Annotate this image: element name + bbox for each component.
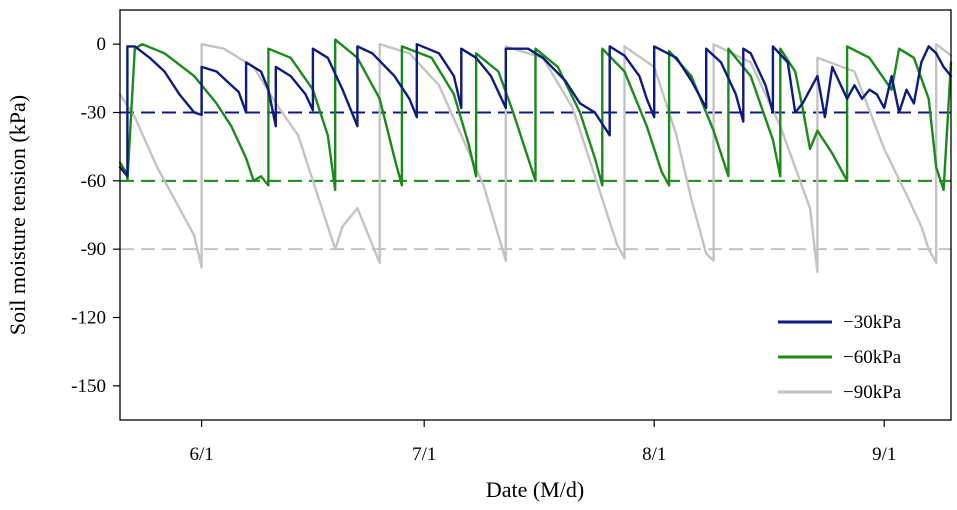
legend: −30kPa −60kPa −90kPa [778,312,902,403]
legend-label-60: −60kPa [843,347,902,368]
series-line-1 [118,38,953,192]
y-tick-label-1: -30 [81,103,106,124]
legend-label-30: −30kPa [843,312,902,333]
x-tick-label-3: 9/1 [872,444,896,465]
x-tick-label-2: 8/1 [642,444,666,465]
x-axis-title: Date (M/d) [486,477,584,502]
x-tick-label-0: 6/1 [189,444,213,465]
y-tick-label-5: -150 [71,376,106,397]
y-axis-title: Soil moisture tension (kPa) [5,95,30,335]
y-tick-label-4: -120 [71,308,106,329]
plot-frame [119,9,952,421]
y-tick-label-0: 0 [97,34,107,55]
series-lines [118,38,953,274]
threshold-lines [120,111,951,251]
y-tick-label-2: -60 [81,171,106,192]
series-line-2 [118,43,953,274]
x-tick-label-1: 7/1 [412,444,436,465]
y-axis: 0 -30 -60 -90 -120 -150 [71,34,120,397]
y-tick-label-3: -90 [81,239,106,260]
x-axis: 6/1 7/1 8/1 9/1 [189,420,896,465]
series-line-0 [118,43,953,178]
legend-label-90: −90kPa [843,382,902,403]
